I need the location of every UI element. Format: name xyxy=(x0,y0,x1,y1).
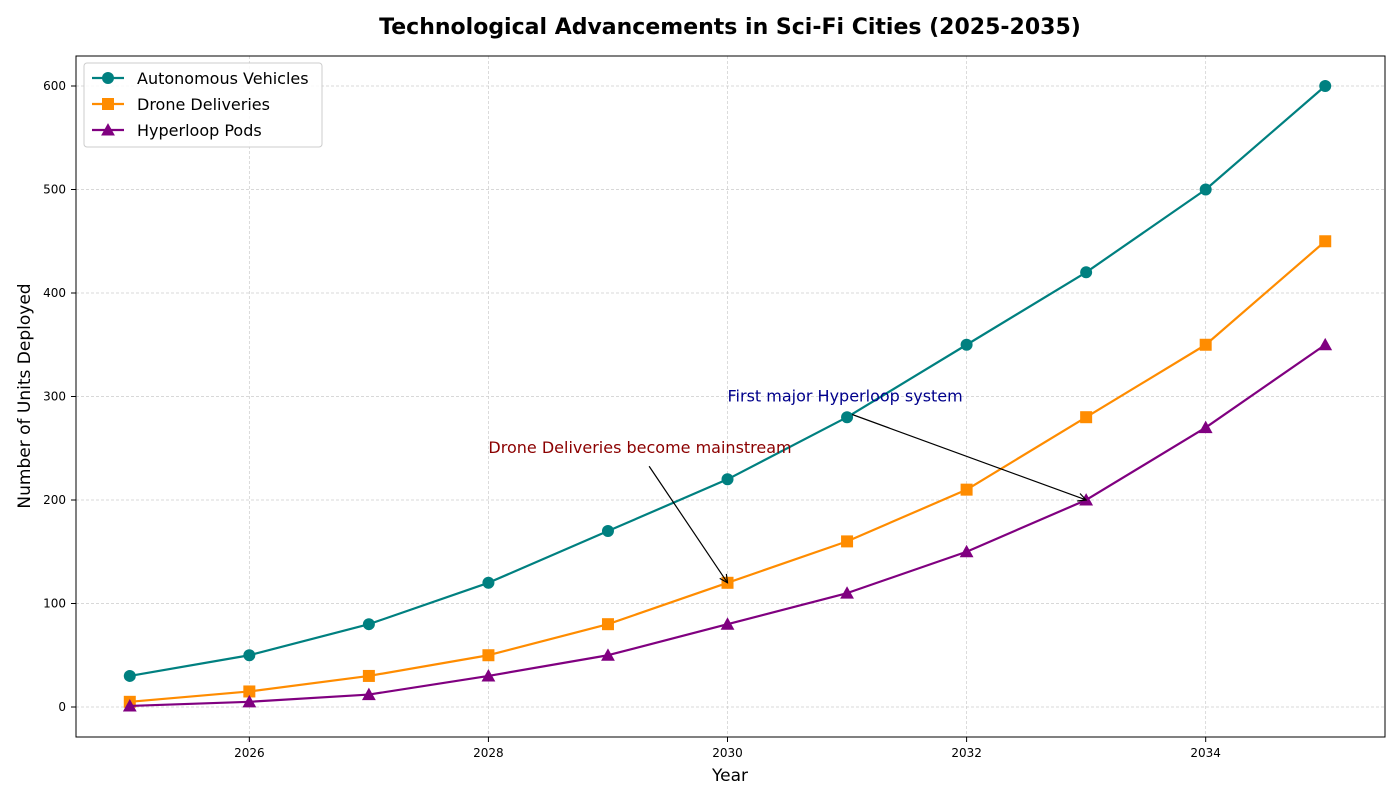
x-tick-label: 2026 xyxy=(234,746,265,760)
data-point xyxy=(242,694,257,708)
legend-item: Drone Deliveries xyxy=(92,95,270,114)
annotation-text: First major Hyperloop system xyxy=(728,387,963,406)
data-point xyxy=(122,699,137,712)
y-tick-label: 200 xyxy=(43,493,66,507)
data-point xyxy=(841,411,854,424)
data-point xyxy=(362,618,375,631)
x-tick-label: 2032 xyxy=(951,746,982,760)
data-point xyxy=(361,687,376,701)
data-point xyxy=(720,617,735,630)
legend-item: Autonomous Vehicles xyxy=(92,69,309,88)
data-point xyxy=(123,669,136,682)
data-point xyxy=(1319,235,1332,248)
data-point xyxy=(601,648,615,661)
legend-marker xyxy=(101,123,115,136)
annotation-text: Drone Deliveries become mainstream xyxy=(488,438,791,457)
x-tick-label: 2030 xyxy=(712,746,743,760)
data-point xyxy=(1080,411,1093,424)
data-point xyxy=(482,649,495,662)
legend-item: Hyperloop Pods xyxy=(92,121,262,140)
data-point xyxy=(1319,80,1332,93)
data-point xyxy=(841,535,854,548)
x-tick-label: 2034 xyxy=(1190,746,1221,760)
y-axis-label: Number of Units Deployed xyxy=(15,283,35,508)
legend-marker xyxy=(102,72,114,84)
data-point xyxy=(362,669,375,682)
data-point xyxy=(243,649,256,662)
data-point xyxy=(721,473,734,486)
data-point xyxy=(840,586,854,599)
y-tick-label: 400 xyxy=(43,286,66,300)
legend-box xyxy=(83,62,323,148)
legend-marker xyxy=(102,98,114,110)
series-hyperloop-pods xyxy=(122,337,1333,712)
chart-title: Technological Advancements in Sci-Fi Cit… xyxy=(379,15,1081,40)
legend-label: Autonomous Vehicles xyxy=(137,69,309,88)
data-point xyxy=(1079,493,1094,506)
y-tick-label: 100 xyxy=(43,596,66,610)
data-point xyxy=(481,669,496,682)
series-autonomous-vehicles xyxy=(123,80,1332,682)
data-point xyxy=(1080,266,1093,279)
data-point xyxy=(601,525,614,538)
legend-label: Drone Deliveries xyxy=(137,95,270,114)
data-point xyxy=(960,338,973,351)
data-point xyxy=(1198,420,1213,434)
data-point xyxy=(601,618,614,631)
y-tick-label: 500 xyxy=(43,183,66,197)
legend: Autonomous Vehicles Drone Deliveries Hyper… xyxy=(83,62,323,148)
x-axis-label: Year xyxy=(711,766,748,786)
data-point xyxy=(1199,183,1212,196)
grid xyxy=(76,56,1385,737)
y-tick-label: 300 xyxy=(43,390,66,404)
y-tick-label: 600 xyxy=(43,79,66,93)
annotation-arrow xyxy=(851,413,1086,500)
x-tick-label: 2028 xyxy=(473,746,504,760)
data-point xyxy=(1199,338,1212,351)
data-point xyxy=(1318,337,1333,351)
annotations: Drone Deliveries become mainstream First … xyxy=(488,387,1086,583)
y-tick-label: 0 xyxy=(58,700,66,714)
data-point xyxy=(960,483,973,496)
legend-label: Hyperloop Pods xyxy=(137,121,262,140)
annotation-arrow xyxy=(648,465,727,583)
data-point xyxy=(243,685,256,698)
data-point xyxy=(959,544,974,558)
axis-ticks: 2026 2028 2030 2032 2034 0 100 200 300 400 500 600 xyxy=(43,79,1221,760)
data-point xyxy=(482,576,495,589)
